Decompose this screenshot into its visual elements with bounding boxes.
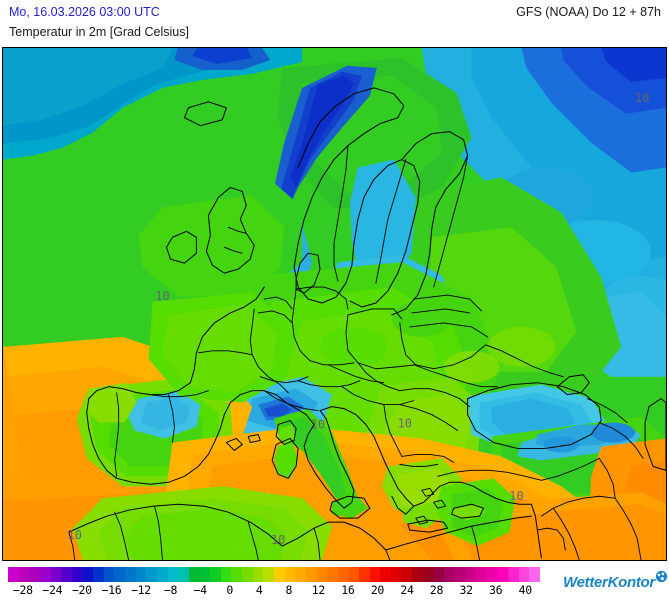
map-header: Mo, 16.03.2026 03:00 UTC GFS (NOAA) Do 1…	[0, 0, 669, 46]
legend-tick: 32	[459, 583, 473, 597]
legend-tick: 20	[370, 583, 385, 597]
legend-swatch	[263, 567, 275, 582]
legend-tick: 24	[400, 583, 414, 597]
legend-swatch	[252, 567, 264, 582]
legend-tick: 4	[255, 583, 263, 597]
legend-swatch	[93, 567, 104, 582]
globe-icon	[655, 570, 668, 583]
isotherm-labels: 10 10 10 10 10 10 10	[68, 91, 650, 547]
legend-tick: 16	[341, 583, 355, 597]
model-run-label: GFS (NOAA) Do 12 + 87h	[516, 5, 661, 19]
isotherm-label: 10	[509, 489, 523, 503]
legend-swatch	[433, 567, 445, 582]
legend-swatch	[103, 567, 115, 582]
legend-swatch	[274, 567, 285, 582]
legend-swatch	[156, 567, 168, 582]
legend-swatch	[18, 567, 30, 582]
legend-swatch	[125, 567, 136, 582]
legend-swatch	[29, 567, 40, 582]
legend-swatch	[135, 567, 147, 582]
legend-swatch	[316, 567, 328, 582]
isotherm-label: 10	[155, 289, 169, 303]
parameter-label: Temperatur in 2m [Grad Celsius]	[9, 25, 189, 39]
legend-swatch	[199, 567, 211, 582]
legend-swatch	[146, 567, 157, 582]
legend-swatch	[391, 567, 402, 582]
legend-swatch	[508, 567, 519, 582]
legend-swatch	[167, 567, 179, 582]
legend-color-bar	[8, 567, 541, 582]
legend-swatch	[465, 567, 477, 582]
legend-swatch	[359, 567, 370, 582]
temperature-legend: −28 −24 −20 −16 −12 −8 −4 0 4 8 12 16 20 24 28 32 36 40	[0, 563, 669, 600]
legend-swatch	[454, 567, 466, 582]
legend-tick: −20	[71, 583, 92, 597]
legend-swatch	[327, 567, 338, 582]
legend-swatch	[369, 567, 381, 582]
legend-tick: 40	[518, 583, 533, 597]
wetterkontor-logo[interactable]: WetterKontor	[563, 570, 668, 596]
legend-swatch	[295, 567, 306, 582]
isotherm-label: 10	[398, 417, 412, 431]
legend-swatch	[305, 567, 317, 582]
isotherm-label: 10	[635, 91, 649, 105]
forecast-datetime: Mo, 16.03.2026 03:00 UTC	[9, 5, 160, 19]
legend-tick: −24	[42, 583, 63, 597]
legend-tick: 0	[226, 583, 233, 597]
legend-tick: 8	[285, 583, 293, 597]
legend-tick: −16	[101, 583, 122, 597]
wetterkontor-logo-text: WetterKontor	[563, 574, 655, 591]
legend-swatch	[337, 567, 349, 582]
legend-swatch	[114, 567, 126, 582]
map-canvas: 10 10 10 10 10 10 10	[3, 48, 666, 560]
legend-tick: −8	[163, 583, 178, 597]
legend-tick: −4	[193, 583, 207, 597]
legend-swatch	[82, 567, 94, 582]
legend-swatch	[497, 567, 509, 582]
legend-swatch	[486, 567, 498, 582]
legend-swatch	[401, 567, 413, 582]
legend-swatch	[8, 567, 19, 582]
legend-swatch	[231, 567, 243, 582]
legend-swatch	[284, 567, 296, 582]
legend-swatch	[50, 567, 62, 582]
legend-tick: 36	[489, 583, 503, 597]
legend-tick: 12	[311, 583, 326, 597]
isotherm-label: 10	[68, 528, 82, 542]
temperature-map[interactable]: 10 10 10 10 10 10 10	[2, 47, 667, 561]
legend-swatch	[348, 567, 360, 582]
legend-swatch	[210, 567, 221, 582]
legend-swatch	[188, 567, 200, 582]
legend-tick-labels: −28 −24 −20 −16 −12 −8 −4 0 4 8 12 16 20 24 28 32 36 40	[8, 583, 540, 599]
isotherm-label: 10	[271, 533, 285, 547]
legend-swatch	[71, 567, 83, 582]
legend-tick: −28	[12, 583, 33, 597]
legend-swatch	[422, 567, 434, 582]
legend-tick: −12	[131, 583, 151, 597]
legend-swatch	[518, 567, 530, 582]
legend-swatch	[178, 567, 189, 582]
legend-swatch	[380, 567, 392, 582]
legend-swatch	[529, 567, 541, 582]
legend-swatch	[444, 567, 455, 582]
legend-swatch	[220, 567, 232, 582]
legend-swatch	[242, 567, 253, 582]
legend-swatch	[412, 567, 423, 582]
legend-tick: 28	[429, 583, 444, 597]
legend-swatch	[61, 567, 72, 582]
isotherm-label: 10	[311, 418, 325, 432]
legend-swatch	[39, 567, 51, 582]
legend-swatch	[476, 567, 487, 582]
